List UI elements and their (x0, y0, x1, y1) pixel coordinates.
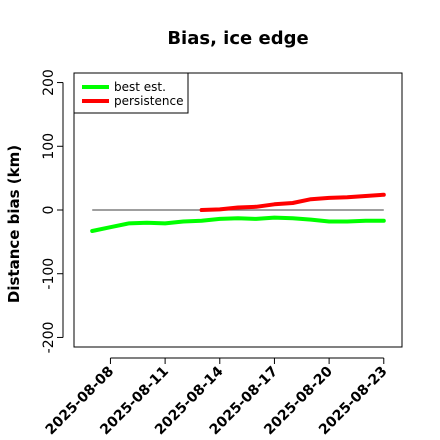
legend-label-persistence: persistence (114, 94, 183, 108)
legend: best est. persistence (73, 72, 189, 114)
legend-box (73, 72, 189, 114)
legend-label-best-est: best est. (114, 80, 166, 94)
series-line-best-est (90, 215, 386, 233)
y-tick-label: -200 (41, 322, 57, 354)
y-tick-label: -100 (41, 258, 57, 290)
series-line-persistence (199, 192, 386, 212)
y-axis-label: Distance bias (km) (5, 145, 23, 303)
y-tick-label: 0 (41, 206, 57, 215)
series-layer (90, 192, 386, 233)
y-tick-label: 200 (41, 69, 57, 96)
y-tick-label: 100 (41, 133, 57, 160)
chart-title: Bias, ice edge (167, 28, 308, 49)
x-axis: 2025-08-082025-08-112025-08-142025-08-17… (43, 357, 391, 438)
y-axis: -200 -100 0 100 200 (41, 69, 64, 354)
plot-frame (73, 72, 403, 348)
